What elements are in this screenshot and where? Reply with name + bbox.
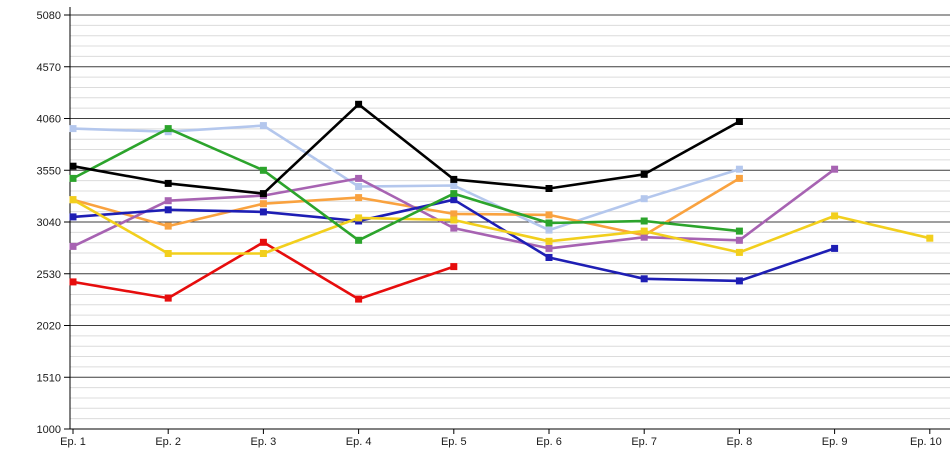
data-point-green [355, 236, 363, 244]
data-point-purple [450, 224, 458, 232]
data-point-light-blue [259, 122, 267, 130]
data-point-orange [355, 194, 363, 202]
data-point-red [259, 238, 267, 246]
data-point-purple [164, 197, 172, 205]
data-point-purple [735, 236, 743, 244]
series-markers-yellow [69, 196, 934, 257]
data-point-orange [735, 174, 743, 182]
y-tick-label: 1510 [37, 372, 61, 384]
data-point-orange [545, 211, 553, 219]
data-point-black [640, 170, 648, 178]
data-point-light-blue [355, 183, 363, 190]
data-point-orange [164, 222, 172, 230]
x-tick-label: Ep. 5 [441, 436, 467, 448]
y-tick-label: 2020 [37, 321, 61, 333]
x-tick-label: Ep. 1 [60, 436, 86, 448]
data-point-yellow [164, 250, 172, 257]
data-point-yellow [450, 216, 458, 224]
data-point-navy [545, 254, 553, 261]
data-point-light-blue [640, 195, 648, 203]
x-tick-label: Ep. 2 [155, 436, 181, 448]
data-point-light-blue [545, 226, 553, 234]
x-tick-label: Ep. 10 [910, 436, 942, 448]
minor-gridlines [70, 24, 950, 420]
y-tick-label: 1000 [37, 424, 61, 436]
data-point-green [450, 190, 458, 198]
data-point-red [69, 278, 77, 286]
x-tick-label: Ep. 9 [822, 436, 848, 448]
data-point-navy [450, 196, 458, 204]
y-tick-label: 3040 [37, 217, 61, 229]
data-point-green [735, 227, 743, 235]
data-point-navy [69, 213, 77, 221]
data-point-navy [831, 244, 839, 252]
series-markers-red [69, 238, 458, 303]
series-markers-black [69, 100, 743, 198]
y-tick-label: 4570 [37, 62, 61, 74]
x-tick-label: Ep. 8 [727, 436, 753, 448]
data-point-purple [640, 233, 648, 241]
data-point-yellow [259, 250, 267, 257]
data-point-black [69, 162, 77, 170]
x-axis-ticks: Ep. 1 Ep. 2 Ep. 3 Ep. 4 Ep. 5 Ep. 6 Ep. 7 Ep. 8… [60, 429, 942, 448]
data-point-green [259, 166, 267, 174]
data-point-navy [259, 208, 267, 216]
data-point-yellow [640, 227, 648, 235]
data-point-light-blue [735, 165, 743, 173]
data-point-yellow [735, 248, 743, 256]
data-point-yellow [831, 212, 839, 220]
series-line-light-blue [72, 124, 740, 232]
series-line-green [72, 127, 740, 242]
data-point-purple [355, 174, 363, 182]
data-point-black [545, 185, 553, 192]
x-tick-label: Ep. 7 [631, 436, 657, 448]
x-tick-label: Ep. 6 [536, 436, 562, 448]
data-point-red [355, 295, 363, 303]
data-point-black [450, 175, 458, 183]
x-tick-label: Ep. 3 [251, 436, 277, 448]
data-point-orange [259, 200, 267, 208]
y-tick-label: 5080 [37, 10, 61, 22]
data-point-yellow [926, 234, 934, 242]
data-point-light-blue [69, 125, 77, 133]
data-point-orange [450, 210, 458, 218]
data-point-red [450, 263, 458, 271]
data-point-black [355, 100, 363, 108]
series-line-black [72, 103, 741, 195]
data-point-yellow [355, 214, 363, 222]
data-point-black [164, 179, 172, 187]
data-point-navy [640, 275, 648, 283]
y-tick-label: 4060 [37, 114, 61, 126]
y-tick-label: 2530 [37, 269, 61, 281]
data-point-purple [69, 242, 77, 250]
x-tick-label: Ep. 4 [346, 436, 372, 448]
data-point-yellow [545, 237, 553, 245]
data-point-purple [545, 244, 553, 252]
data-point-light-blue [450, 182, 458, 189]
data-point-red [164, 294, 172, 302]
data-point-yellow [69, 196, 77, 204]
data-point-purple [831, 165, 839, 173]
data-point-green [69, 174, 77, 182]
data-point-black [735, 118, 743, 125]
series-line-yellow [72, 198, 931, 255]
data-point-green [545, 219, 553, 227]
data-point-navy [735, 277, 743, 285]
data-point-green [164, 125, 172, 133]
data-point-navy [164, 206, 172, 214]
series-markers-green [69, 125, 743, 244]
data-point-black [259, 190, 267, 198]
data-point-green [640, 217, 648, 225]
y-tick-label: 3550 [37, 165, 61, 177]
